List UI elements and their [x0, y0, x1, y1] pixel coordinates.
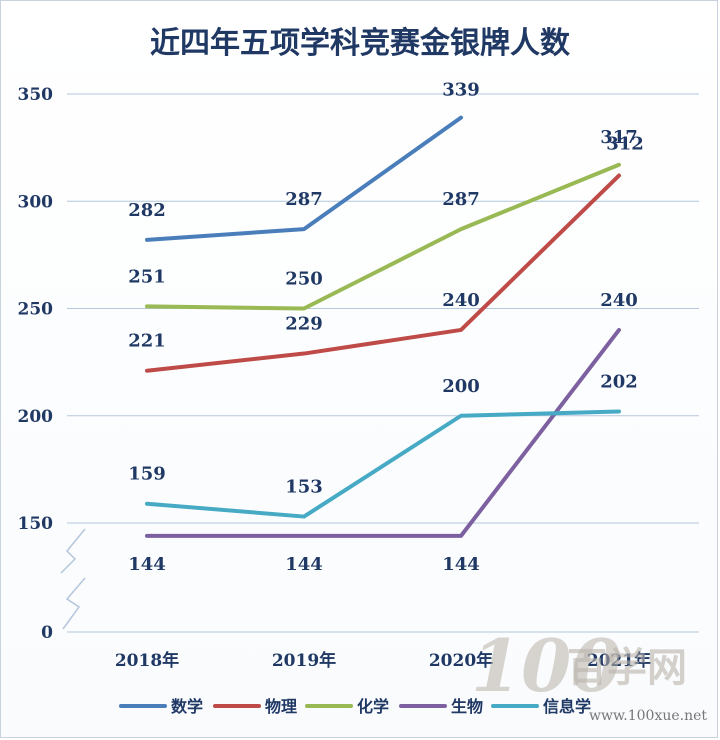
data-label: 251: [128, 266, 166, 287]
data-label: 144: [285, 554, 323, 575]
chart-title: 近四年五项学科竞赛金银牌人数: [150, 26, 571, 61]
data-label: 240: [600, 290, 638, 311]
watermark-url: www.100xue.net: [589, 708, 707, 724]
watermark-logo: 100: [471, 623, 621, 708]
data-label: 317: [600, 127, 638, 148]
x-tick-label: 2020年: [429, 650, 493, 671]
data-label: 159: [128, 464, 166, 485]
y-tick-label: 150: [18, 514, 54, 534]
data-label: 144: [442, 554, 480, 575]
x-tick-label: 2021年: [587, 650, 651, 671]
watermark: 100 百学网 www.100xue.net: [471, 623, 707, 724]
x-tick-label: 2019年: [272, 650, 336, 671]
data-label: 153: [285, 477, 323, 498]
data-labels: 282 287 339 221 229 240 312 251 250 287 317 144 144 1…: [128, 80, 644, 575]
watermark-brand: 百学网: [567, 644, 687, 691]
data-label: 144: [128, 554, 166, 575]
data-label: 200: [442, 376, 480, 397]
legend-label: 数学: [171, 697, 203, 716]
series-line: [145, 173, 621, 373]
data-label: 202: [600, 371, 638, 392]
legend-label: 化学: [357, 697, 389, 716]
data-label: 287: [285, 189, 323, 210]
data-label: 240: [442, 290, 480, 311]
series-lines: [145, 115, 621, 538]
series-line: [145, 327, 621, 538]
legend-label: 信息学: [543, 697, 591, 716]
y-axis-ticks: 0 150 200 250 300 350: [18, 85, 54, 643]
y-tick-label: 250: [18, 300, 54, 320]
series-line: [145, 409, 621, 519]
legend: 数学 物理 化学 生物 信息学: [119, 697, 591, 716]
data-label: 221: [128, 331, 166, 352]
x-tick-label: 2018年: [115, 650, 179, 671]
y-tick-label: 350: [18, 85, 54, 105]
x-axis-ticks: 2018年 2019年 2020年 2021年: [115, 650, 651, 671]
y-tick-label: 300: [18, 192, 54, 212]
series-line: [145, 162, 621, 311]
data-label: 282: [128, 200, 166, 221]
series-line: [145, 115, 463, 242]
legend-label: 物理: [265, 697, 297, 716]
data-label: 339: [442, 80, 480, 101]
data-label: 229: [285, 314, 323, 335]
y-tick-label: 200: [18, 407, 54, 427]
data-label: 287: [442, 189, 480, 210]
axis-break: [60, 528, 86, 630]
axis-break-mark: [60, 528, 86, 630]
data-label: 250: [285, 269, 323, 290]
y-tick-label: 0: [41, 623, 53, 643]
legend-label: 生物: [451, 697, 483, 716]
data-label: 312: [606, 134, 644, 155]
